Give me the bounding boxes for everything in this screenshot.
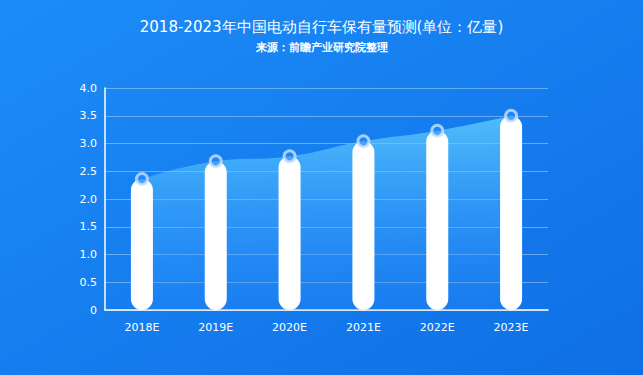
svg-text:1.0: 1.0 [80, 248, 98, 261]
svg-text:2.0: 2.0 [80, 193, 98, 206]
svg-text:0.5: 0.5 [80, 276, 98, 289]
svg-text:2023E: 2023E [494, 321, 529, 334]
svg-text:2019E: 2019E [198, 321, 233, 334]
svg-text:2020E: 2020E [272, 321, 307, 334]
svg-text:2018-2023年中国电动自行车保有量预测(单位：亿量): 2018-2023年中国电动自行车保有量预测(单位：亿量) [140, 18, 503, 36]
svg-text:来源：前瞻产业研究院整理: 来源：前瞻产业研究院整理 [255, 41, 388, 54]
svg-text:2022E: 2022E [420, 321, 455, 334]
svg-text:3.0: 3.0 [80, 137, 98, 150]
svg-text:4.0: 4.0 [80, 82, 98, 95]
svg-text:2.5: 2.5 [80, 165, 98, 178]
svg-text:0: 0 [90, 304, 97, 317]
svg-text:3.5: 3.5 [80, 109, 98, 122]
svg-text:2018E: 2018E [124, 321, 159, 334]
svg-text:1.5: 1.5 [80, 220, 98, 233]
svg-text:2021E: 2021E [346, 321, 381, 334]
